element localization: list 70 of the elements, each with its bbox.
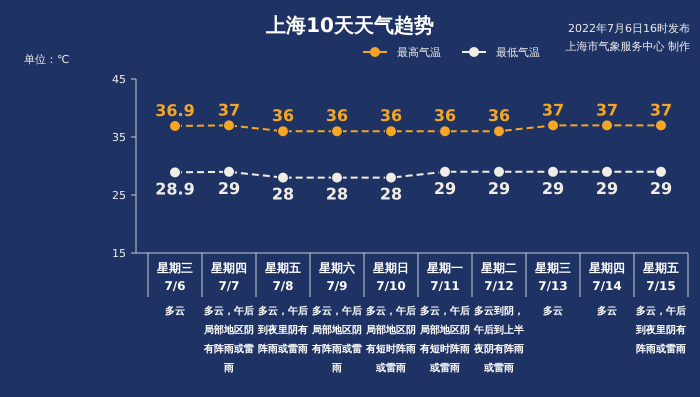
point: [547, 166, 559, 178]
y-axis-title: 单位：℃: [24, 53, 70, 66]
y-tick-label: 15: [112, 247, 126, 260]
text: 多云到阴，午后到上半夜阴有阵雨或雷雨: [473, 305, 524, 374]
data-label: 29: [434, 178, 456, 198]
x-tick-label: 星期日 7/10: [372, 261, 409, 293]
text: 多云，午后局部地区阴有短时阵雨或雷雨: [419, 305, 470, 374]
point: [277, 172, 289, 184]
point: [169, 120, 181, 132]
point: [601, 119, 613, 132]
text: 多云: [165, 305, 185, 317]
point: [439, 125, 451, 138]
point: [601, 166, 613, 178]
point: [331, 172, 343, 184]
x-tick-label: 星期三 7/13: [534, 261, 571, 293]
x-tick-label: 星期五 7/15: [642, 261, 679, 293]
text: 多云，午后局部地区阴有阵雨或雷雨: [203, 305, 254, 374]
point: [493, 166, 505, 178]
x-tick-label: 星期五 7/8: [264, 261, 301, 293]
data-label: 36: [488, 106, 510, 126]
y-tick-label: 35: [112, 131, 126, 144]
point: [547, 119, 559, 132]
x-tick-label: 星期一 7/11: [426, 261, 463, 293]
point: [655, 119, 667, 132]
data-label: 36: [272, 106, 294, 126]
x-tick-label: 星期四 7/14: [588, 261, 625, 293]
data-label: 36.9: [155, 100, 195, 120]
point: [655, 166, 667, 178]
data-label: 29: [542, 178, 564, 198]
y-tick-label: 45: [112, 73, 126, 86]
legend-label: 最低气温: [496, 46, 540, 59]
point: [439, 166, 451, 178]
text: 多云: [597, 305, 617, 317]
x-tick-label: 星期二 7/12: [480, 261, 517, 293]
data-label: 29: [488, 178, 510, 198]
data-label: 29: [218, 178, 240, 198]
point: [385, 125, 397, 138]
point: [169, 166, 181, 178]
point: [277, 125, 289, 138]
data-label: 36: [380, 106, 402, 126]
text: 2022年7月6日16时发布: [568, 22, 690, 35]
point: [385, 172, 397, 184]
chart-title: 上海10天天气趋势: [265, 13, 434, 37]
legend-label: 最高气温: [397, 46, 441, 59]
text: 多云，午后到夜里阴有阵雨或雷雨: [635, 305, 686, 355]
data-label: 37: [218, 100, 240, 120]
x-tick-label: 星期四 7/7: [210, 261, 247, 293]
data-label: 29: [650, 178, 672, 198]
data-label: 37: [596, 100, 618, 120]
point: [493, 125, 505, 138]
data-label: 36: [326, 106, 348, 126]
text: 上海市气象服务中心 制作: [566, 40, 690, 53]
point: [223, 119, 235, 132]
x-tick-label: 星期三 7/6: [156, 261, 193, 293]
text: 多云，午后到夜里阴有阵雨或雷雨: [257, 305, 308, 355]
point: [223, 166, 235, 178]
data-label: 28: [272, 184, 294, 204]
text: 多云，午后局部地区阴有短时阵雨或雷雨: [365, 305, 416, 374]
data-label: 28: [326, 184, 348, 204]
data-label: 37: [542, 100, 564, 120]
data-label: 28.9: [155, 179, 195, 198]
text: 多云: [543, 305, 563, 317]
data-label: 28: [380, 184, 402, 204]
data-label: 37: [650, 100, 672, 120]
data-label: 36: [434, 106, 456, 126]
y-tick-label: 25: [112, 189, 126, 202]
point: [331, 125, 343, 138]
x-tick-label: 星期六 7/9: [318, 261, 355, 293]
text: 多云，午后局部地区阴有阵雨或雷雨: [311, 305, 362, 374]
data-label: 29: [596, 178, 618, 198]
